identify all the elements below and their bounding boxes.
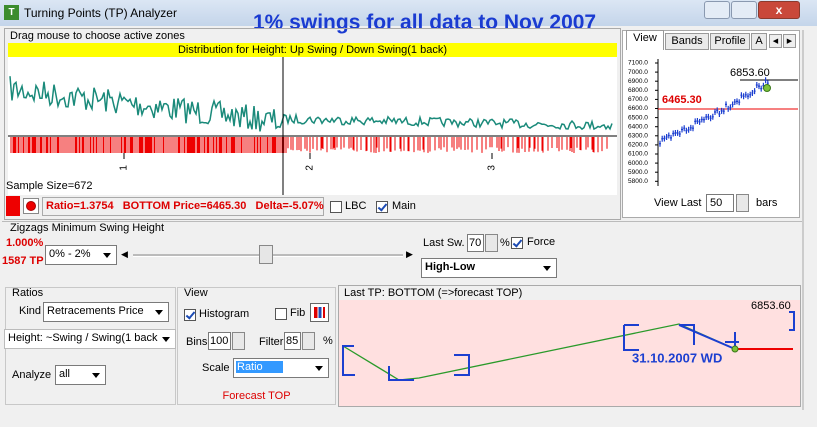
histogram-checkbox[interactable] (184, 309, 196, 321)
force-label: Force (527, 236, 556, 248)
last-sw-spinner[interactable] (485, 234, 498, 252)
sample-size: Sample Size=672 (6, 180, 93, 192)
filter-spinner[interactable] (302, 332, 315, 350)
y-label: 7100.0 (628, 60, 648, 67)
last-sw-label: Last Sw. (423, 237, 465, 249)
filter-label: Filter (259, 336, 284, 348)
bars-spinner[interactable] (736, 194, 749, 212)
y-label: 6900.0 (628, 78, 648, 85)
chart-button[interactable] (310, 303, 329, 322)
maximize-button[interactable] (731, 1, 757, 19)
axis-label: 3 (487, 165, 498, 171)
bars-label: bars (756, 197, 778, 209)
bottom-price: 6465.30 (662, 94, 702, 106)
distribution-title: Distribution for Height: Up Swing / Down… (8, 43, 617, 57)
view-group (177, 287, 336, 405)
analyze-label: Analyze (12, 369, 52, 381)
right-panel (622, 30, 800, 218)
distribution-chart[interactable]: 1 2 3 (8, 57, 617, 195)
y-label: 6100.0 (628, 151, 648, 158)
title-bar (0, 0, 817, 26)
analyze-combo[interactable]: all (55, 365, 106, 385)
last-sw-percent: % (500, 237, 510, 249)
tab[interactable]: Bands (665, 33, 709, 50)
window-title: Turning Points (TP) Analyzer (24, 6, 177, 20)
kind-combo[interactable]: Retracements Price (43, 302, 169, 322)
range-combo[interactable]: 0% - 2% (45, 245, 117, 265)
y-label: 6400.0 (628, 123, 648, 130)
last-point (763, 84, 771, 92)
y-label: 6800.0 (628, 87, 648, 94)
distribution-panel (4, 28, 621, 220)
fib-checkbox[interactable] (275, 308, 287, 320)
tab-scroll[interactable]: ▶ (783, 34, 796, 48)
minimize-button[interactable] (704, 1, 730, 19)
bars-input[interactable]: 50 (706, 194, 734, 212)
slider-left[interactable]: ◀ (121, 249, 128, 259)
y-label: 6700.0 (628, 96, 648, 103)
tab-scroll[interactable]: ◀ (769, 34, 782, 48)
lbc-checkbox[interactable] (330, 201, 342, 213)
hint: Drag mouse to choose active zones (10, 30, 185, 42)
app-icon: T (4, 5, 19, 20)
tab[interactable]: A (751, 33, 767, 50)
last-sw-input[interactable]: 70 (467, 234, 484, 252)
forecast-title: Last TP: BOTTOM (=>forecast TOP) (344, 287, 523, 299)
lbc-label: LBC (345, 200, 367, 212)
y-label: 5900.0 (628, 169, 648, 176)
filter-input[interactable]: 85 (284, 332, 301, 350)
status: Ratio=1.3754 BOTTOM Price=6465.30 Delta=… (46, 200, 324, 212)
bins-spinner[interactable] (232, 332, 245, 350)
zigzag-title: Zigzags Minimum Swing Height (10, 222, 165, 234)
slider-thumb[interactable] (259, 245, 273, 264)
zigzag-percent: 1.000% (6, 237, 44, 249)
y-label: 7000.0 (628, 69, 648, 76)
y-label: 6200.0 (628, 142, 648, 149)
view-last-label: View Last (654, 197, 702, 209)
scale-value: Ratio (236, 361, 283, 373)
kind-label: Kind (19, 305, 42, 317)
forecast-date: 31.10.2007 WD (632, 350, 722, 365)
force-checkbox[interactable] (511, 237, 523, 249)
height-combo[interactable]: Height: ~Swing / Swing(1 back (4, 329, 176, 349)
scale-combo[interactable]: Ratio (233, 358, 329, 378)
y-label: 5800.0 (628, 178, 648, 185)
scale-label: Scale (202, 362, 230, 374)
filter-percent: % (323, 335, 333, 347)
barcode (10, 137, 608, 153)
tab[interactable]: Profile (710, 33, 750, 50)
forecast-chart: 6853.60 31.10.2007 WD (339, 300, 800, 406)
top-price: 6853.60 (730, 67, 770, 79)
color-swatch[interactable] (6, 196, 20, 216)
y-label: 6600.0 (628, 105, 648, 112)
distribution-line (9, 76, 613, 132)
axis-label: 1 (119, 165, 130, 171)
ratios-title: Ratios (12, 287, 44, 299)
y-label: 6000.0 (628, 160, 648, 167)
axis-label: 2 (305, 165, 316, 171)
price-chart: 7100.0 7000.0 6900.0 6800.0 6700.0 6600.0 6500… (628, 59, 798, 186)
target-icon[interactable] (23, 198, 39, 214)
fib-label: Fib (290, 307, 306, 319)
slider-right[interactable]: ▶ (406, 249, 413, 259)
forecast-label: Forecast TOP (222, 390, 291, 402)
view-title: View (184, 287, 208, 299)
mode-combo[interactable]: High-Low (421, 258, 557, 278)
bins-label: Bins (186, 336, 208, 348)
forecast-panel (338, 285, 801, 407)
tp-count: 1587 TP (2, 255, 44, 267)
histogram-label: Histogram (199, 308, 250, 320)
main-checkbox[interactable] (376, 201, 388, 213)
close-button[interactable]: x (758, 1, 800, 19)
main-label: Main (392, 200, 416, 212)
tab[interactable]: View (626, 30, 664, 50)
chart-bg (8, 57, 617, 195)
bins-input[interactable]: 100 (208, 332, 231, 350)
price-bars (659, 77, 769, 147)
y-label: 6300.0 (628, 133, 648, 140)
forecast-price: 6853.60 (751, 300, 791, 312)
y-label: 6500.0 (628, 114, 648, 121)
